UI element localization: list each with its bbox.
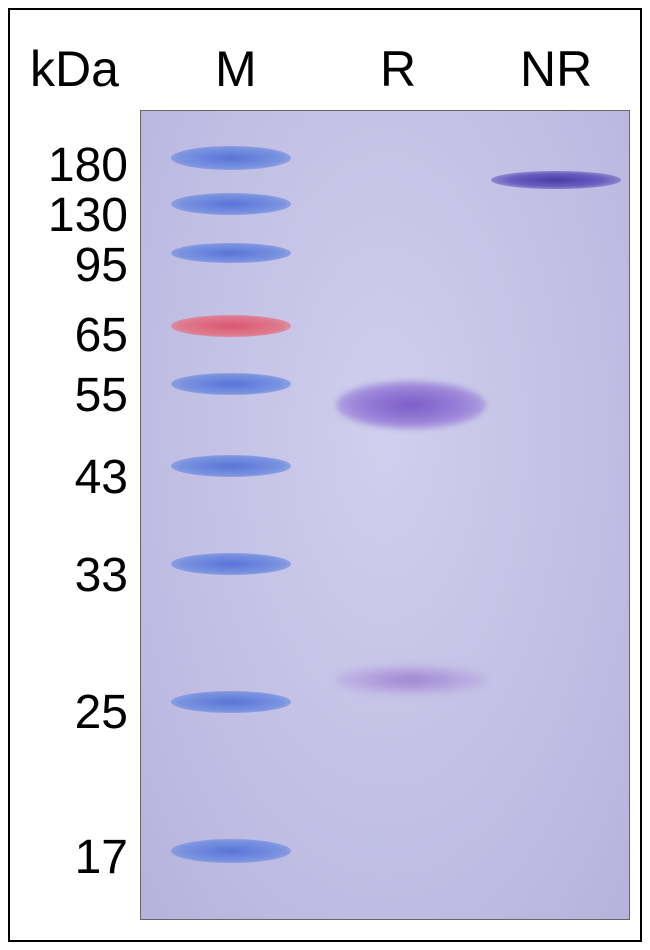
kda-marker-130: 130: [10, 188, 128, 243]
reduced-column-label: R: [380, 40, 416, 98]
marker-band: [171, 373, 291, 395]
kda-marker-180: 180: [10, 138, 128, 193]
gel-frame: kDa M R NR 18013095 6555 43 33 25 17: [8, 8, 642, 942]
marker-band: [171, 243, 291, 263]
kda-marker-43: 43: [10, 450, 128, 505]
kda-marker-17: 17: [10, 830, 128, 885]
gel-image-area: [140, 110, 630, 920]
reduced-band: [336, 666, 486, 694]
kda-marker-55: 55: [10, 368, 128, 423]
marker-band: [171, 839, 291, 863]
marker-band: [171, 193, 291, 215]
kda-marker-95: 95: [10, 238, 128, 293]
marker-band: [171, 146, 291, 170]
reduced-band: [336, 381, 486, 429]
marker-column-label: M: [215, 40, 257, 98]
column-headers: kDa M R NR: [10, 30, 640, 100]
kda-marker-25: 25: [10, 685, 128, 740]
kda-marker-65: 65: [10, 308, 128, 363]
marker-band: [171, 455, 291, 477]
kda-marker-33: 33: [10, 548, 128, 603]
nonreduced-column-label: NR: [520, 40, 592, 98]
marker-band: [171, 691, 291, 713]
gel-background: [141, 111, 629, 919]
marker-band: [171, 553, 291, 575]
nonreduced-band: [491, 171, 621, 189]
marker-band: [171, 315, 291, 337]
kda-unit-label: kDa: [30, 40, 119, 98]
